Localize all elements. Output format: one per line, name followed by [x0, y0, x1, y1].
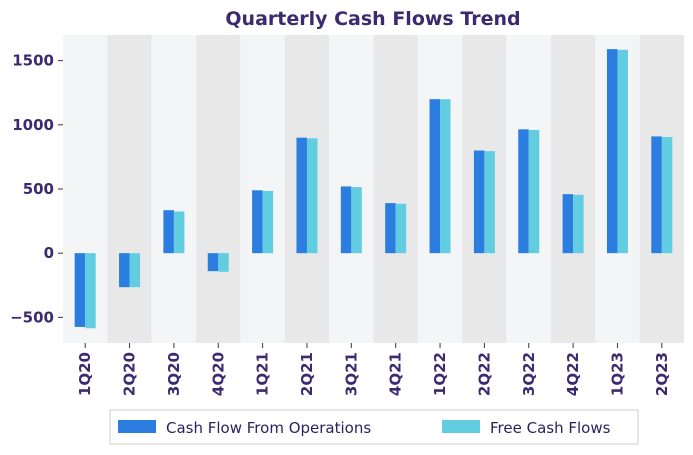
x-tick-label: 1Q22: [431, 352, 449, 396]
x-tick-label: 2Q21: [298, 352, 316, 396]
y-axis: −500 0 500 1000 1500: [10, 52, 63, 326]
x-tick-label: 4Q21: [387, 352, 405, 396]
bar-operations-3q21: [340, 186, 352, 254]
bar-operations-1q21: [252, 190, 263, 254]
bars: [74, 49, 673, 329]
bar-free-cash-flows-1q21: [262, 190, 274, 254]
x-tick-label: 4Q22: [564, 352, 582, 396]
y-tick-label: 1000: [12, 116, 54, 134]
bar-free-cash-flows-2q23: [661, 137, 673, 254]
bar-free-cash-flows-2q22: [484, 151, 495, 254]
bar-free-cash-flows-4q20: [218, 253, 229, 272]
column-band-4q20: [196, 35, 241, 343]
y-tick-label: −500: [10, 308, 54, 326]
x-tick-label: 2Q20: [121, 352, 139, 396]
bar-free-cash-flows-1q23: [617, 49, 628, 254]
column-band-4q22: [550, 35, 596, 343]
x-tick-label: 4Q20: [209, 352, 227, 396]
legend-box: [109, 409, 639, 445]
bar-operations-2q22: [473, 150, 485, 254]
bar-operations-1q20: [74, 253, 86, 327]
legend: Cash Flow From Operations Free Cash Flow…: [109, 409, 639, 445]
bar-operations-3q20: [163, 210, 174, 254]
bar-free-cash-flows-2q21: [306, 138, 318, 254]
x-tick-label: 3Q21: [342, 352, 360, 396]
x-tick-label: 1Q21: [254, 352, 272, 396]
bar-operations-4q21: [385, 203, 396, 254]
x-tick-label: 1Q20: [76, 352, 94, 396]
x-tick-label: 2Q23: [653, 352, 671, 396]
bar-free-cash-flows-4q21: [395, 203, 407, 254]
bar-free-cash-flows-1q22: [440, 99, 451, 254]
bar-free-cash-flows-1q20: [85, 253, 96, 329]
bar-free-cash-flows-3q21: [351, 187, 362, 254]
chart-title: Quarterly Cash Flows Trend: [225, 8, 520, 30]
x-tick-label: 1Q23: [608, 352, 626, 396]
bar-operations-1q22: [429, 99, 441, 254]
column-band-1q21: [240, 35, 285, 343]
x-tick-label: 3Q20: [165, 352, 183, 396]
bar-free-cash-flows-3q20: [173, 211, 185, 254]
bar-operations-2q23: [651, 136, 662, 254]
legend-swatch-free-cash-flows: [442, 420, 480, 433]
bar-operations-3q22: [518, 129, 529, 254]
legend-label-operations: Cash Flow From Operations: [166, 419, 371, 437]
bar-operations-4q20: [207, 253, 219, 272]
column-band-4q21: [373, 35, 418, 343]
y-tick-label: 1500: [12, 52, 54, 70]
x-tick-label: 2Q22: [475, 352, 493, 396]
bar-operations-4q22: [562, 194, 574, 254]
column-bands: [63, 35, 684, 343]
legend-label-free-cash-flows: Free Cash Flows: [490, 419, 611, 437]
y-tick-label: 0: [44, 244, 54, 262]
bar-operations-1q23: [606, 49, 618, 254]
bar-free-cash-flows-2q20: [129, 253, 141, 288]
column-band-2q20: [107, 35, 152, 343]
legend-swatch-operations: [118, 420, 156, 433]
x-tick-label: 3Q22: [520, 352, 538, 396]
column-band-3q20: [151, 35, 197, 343]
bar-free-cash-flows-3q22: [528, 129, 540, 254]
bar-operations-2q21: [296, 137, 307, 254]
bar-free-cash-flows-4q22: [573, 194, 584, 254]
x-axis: 1Q20 2Q20 3Q20 4Q20 1Q21 2Q21 3Q21 4Q21 1Q22 2Q22…: [76, 343, 671, 396]
y-tick-label: 500: [23, 180, 54, 198]
bar-operations-2q20: [119, 253, 130, 288]
